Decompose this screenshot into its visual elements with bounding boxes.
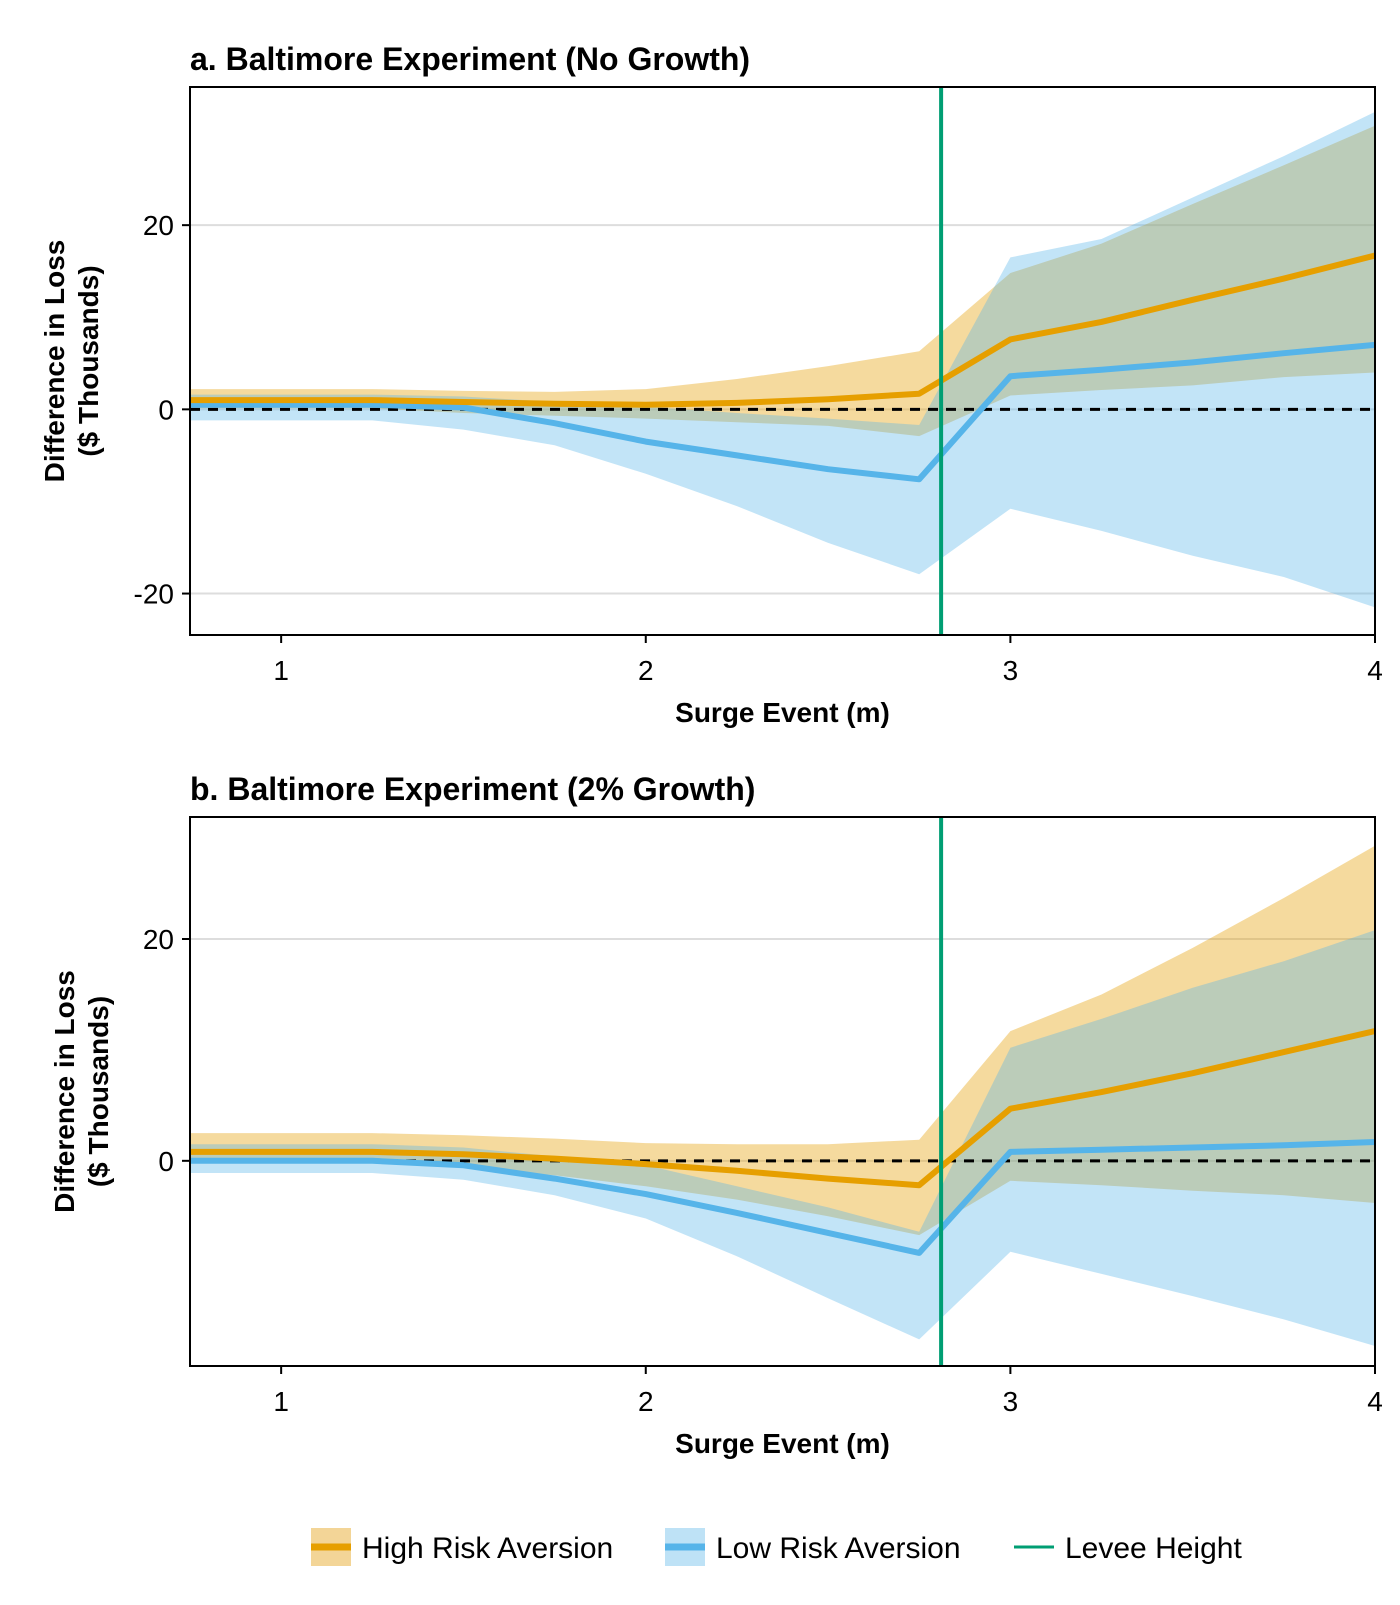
y-tick-label: 20 (143, 924, 174, 955)
high-risk-aversion-band (190, 125, 1375, 437)
x-tick-label: 3 (1003, 655, 1019, 686)
panel-title: b. Baltimore Experiment (2% Growth) (190, 771, 755, 807)
panel-b: b. Baltimore Experiment (2% Growth) 1 2 3 4 0… (49, 771, 1383, 1459)
legend-low-label: Low Risk Aversion (716, 1532, 961, 1565)
legend: High Risk Aversion Low Risk Aversion Lev… (311, 1528, 1242, 1566)
y-axis-label: Difference in Loss ($ Thousands) (39, 240, 104, 483)
x-tick-label: 3 (1003, 1386, 1019, 1417)
x-tick-label: 1 (273, 1386, 289, 1417)
plot-area (190, 845, 1375, 1346)
high-risk-aversion-line (190, 1028, 1375, 1189)
high-risk-aversion-line (190, 252, 1375, 408)
low-risk-aversion-line (190, 341, 1375, 483)
panel-a: a. Baltimore Experiment (No Growth) 1 2 3 4 -… (39, 41, 1383, 728)
x-tick-label: 2 (638, 655, 654, 686)
y-tick-label: 0 (158, 1146, 174, 1177)
x-axis-label: Surge Event (m) (675, 1428, 890, 1459)
legend-levee-label: Levee Height (1065, 1532, 1242, 1565)
axes-frame (189, 816, 1376, 1367)
x-tick-label: 1 (273, 655, 289, 686)
x-tick-label: 4 (1367, 1386, 1383, 1417)
y-tick-label: 20 (143, 210, 174, 241)
x-axis-label: Surge Event (m) (675, 697, 890, 728)
high-risk-aversion-band (190, 845, 1375, 1236)
y-tick-label: 0 (158, 394, 174, 425)
plot-area (190, 111, 1375, 608)
x-tick-label: 2 (638, 1386, 654, 1417)
axes-frame (189, 86, 1376, 636)
x-tick-label: 4 (1367, 655, 1383, 686)
low-risk-aversion-band (190, 111, 1375, 608)
low-risk-aversion-band (190, 930, 1375, 1346)
y-axis-label: Difference in Loss ($ Thousands) (49, 970, 114, 1213)
panel-title: a. Baltimore Experiment (No Growth) (190, 41, 750, 77)
y-tick-label: -20 (134, 579, 174, 610)
legend-high-label: High Risk Aversion (362, 1532, 613, 1565)
low-risk-aversion-line (190, 1139, 1375, 1256)
